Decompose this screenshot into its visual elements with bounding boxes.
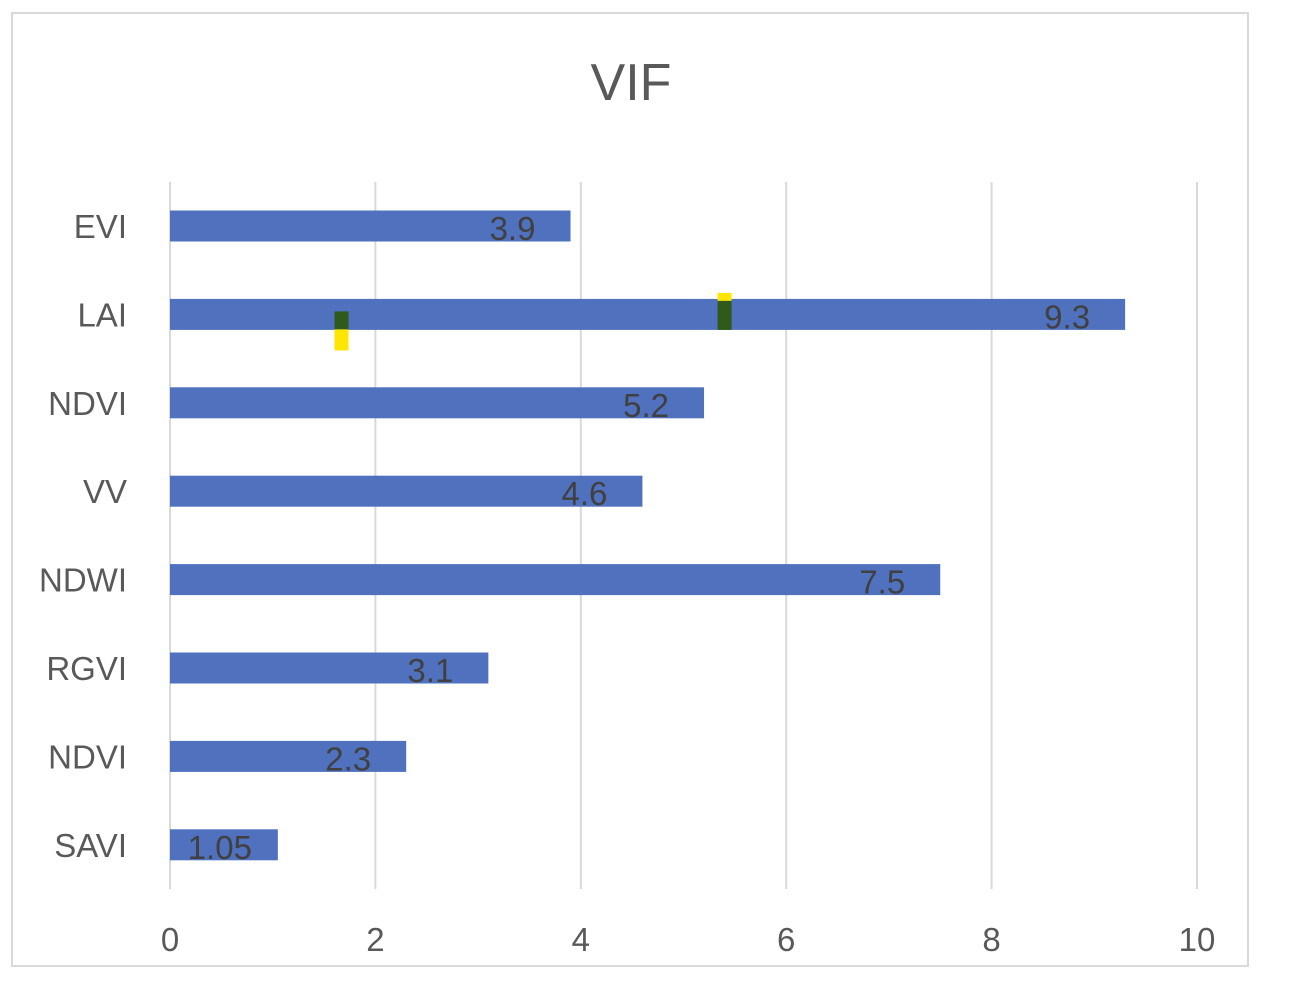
- x-tick-label: 2: [366, 921, 384, 958]
- bar: [170, 210, 571, 242]
- gridlines: [169, 182, 1198, 889]
- bar: [170, 475, 643, 507]
- x-tick-label: 10: [1179, 921, 1216, 958]
- data-label: 9.3: [1044, 298, 1090, 335]
- marker-bottom: [334, 329, 349, 351]
- category-label: SAVI: [54, 827, 127, 864]
- data-label: 7.5: [859, 564, 905, 601]
- category-label: VV: [83, 473, 127, 510]
- category-labels: EVI LAI NDVI VV NDWI RGVI NDVI SAVI: [39, 208, 127, 864]
- bar: [170, 564, 941, 596]
- bar: [170, 829, 278, 861]
- bar: [170, 387, 705, 419]
- bar: [170, 652, 489, 684]
- data-label: 5.2: [623, 387, 669, 424]
- category-label: RGVI: [46, 650, 127, 687]
- data-labels: 3.9 9.3 5.2 4.6 7.5 3.1 2.3 1.05: [188, 210, 1090, 866]
- bars: [170, 210, 1126, 861]
- data-label: 2.3: [325, 740, 371, 777]
- highlight-markers: [334, 292, 732, 351]
- x-tick-label: 6: [777, 921, 795, 958]
- data-label: 4.6: [561, 475, 607, 512]
- bar: [170, 740, 407, 772]
- x-tick-labels: 0 2 4 6 8 10: [161, 921, 1216, 958]
- category-label: NDVI: [48, 738, 127, 775]
- data-label: 3.9: [490, 210, 536, 247]
- data-label: 3.1: [407, 652, 453, 689]
- x-tick-label: 0: [161, 921, 179, 958]
- category-label: NDWI: [39, 562, 127, 599]
- category-label: LAI: [77, 296, 127, 333]
- bar: [170, 298, 1126, 330]
- data-label: 1.05: [188, 829, 252, 866]
- x-tick-label: 4: [572, 921, 590, 958]
- marker-bottom: [717, 300, 732, 330]
- category-label: EVI: [74, 208, 127, 245]
- chart-title: VIF: [591, 54, 672, 112]
- marker-top: [334, 311, 349, 330]
- marker-top: [717, 292, 732, 301]
- category-label: NDVI: [48, 385, 127, 422]
- x-tick-label: 8: [982, 921, 1000, 958]
